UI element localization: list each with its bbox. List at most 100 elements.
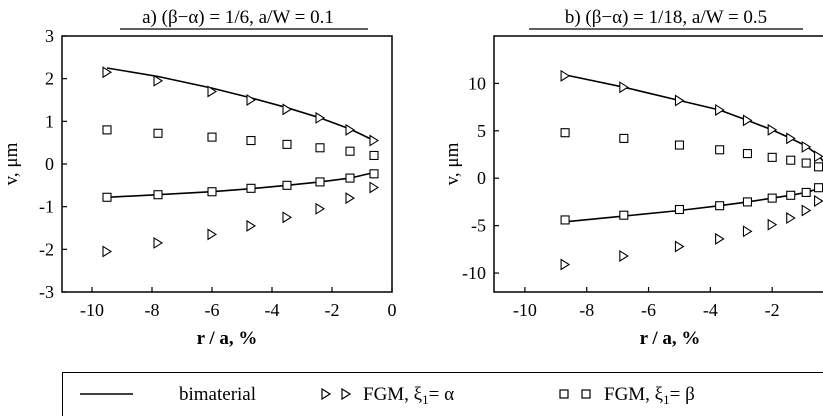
square-marker-a-4-6 [345,146,355,156]
triangle-marker-a-3-2 [207,228,218,241]
legend-label-fgm-beta-main: FGM, ξ [604,384,664,405]
square-marker-a-4-0 [102,125,112,135]
series-line-a-1 [106,171,375,199]
square-marker-b-5-6 [786,190,796,200]
chart-title-b: b) (β−α) = 1/18, a/W = 0.5 [565,7,767,28]
legend-svg: bimaterial FGM, ξ1= α FGM, ξ1= β [80,384,695,407]
legend-triangle-icon-1 [321,387,332,401]
triangle-marker-a-2-1 [153,74,164,87]
square-marker-b-5-8 [813,183,823,193]
triangle-marker-b-3-4 [742,225,753,238]
square-marker-b-5-4 [742,197,753,207]
y-tick-label-a-1: -2 [39,239,54,259]
square-marker-b-4-1 [619,133,629,143]
triangle-marker-b-2-7 [801,140,812,153]
legend-square-icon-1 [559,389,569,399]
triangle-marker-b-2-5 [767,123,778,136]
triangle-marker-b-3-3 [715,232,725,245]
triangle-marker-b-2-4 [742,114,753,127]
x-tick-label-a-3: -4 [265,300,280,320]
triangle-marker-a-3-4 [282,211,293,224]
x-tick-label-b-1: -8 [579,300,594,320]
legend-label-fgm-beta: FGM, ξ1= β [604,384,695,407]
plot-frame-a [61,35,393,293]
triangle-marker-b-3-2 [674,240,685,253]
series-line-a-0 [106,67,375,142]
series-a [102,66,380,258]
x-tick-label-b-3: -4 [703,300,718,320]
y-axis-label-b: v, μm [442,142,463,185]
chart-title-a: a) (β−α) = 1/6, a/W = 0.1 [142,7,334,28]
square-marker-a-5-5 [315,177,325,187]
square-marker-b-5-7 [801,187,811,197]
square-marker-b-4-7 [801,158,811,168]
legend: bimaterial FGM, ξ1= α FGM, ξ1= β [62,372,823,416]
y-tick-label-a-6: 3 [45,26,54,46]
x-tick-label-a-4: -2 [325,300,340,320]
square-marker-b-5-3 [715,201,725,211]
y-tick-label-b-0: -10 [462,263,486,283]
square-marker-a-5-0 [102,192,112,202]
y-tick-label-b-4: 10 [468,73,486,93]
legend-label-fgm-alpha-suffix: = α [429,384,454,405]
series-line-b-0 [564,74,823,163]
y-tick-label-b-1: -5 [471,216,486,236]
square-marker-a-5-1 [153,190,163,200]
triangle-marker-a-3-7 [369,181,380,194]
square-marker-a-5-2 [207,187,217,197]
square-marker-a-5-3 [246,183,256,193]
y-tick-label-b-3: 5 [477,121,486,141]
x-tick-label-a-5: 0 [388,300,397,320]
square-marker-b-4-6 [786,155,796,165]
square-marker-b-4-0 [560,128,570,138]
triangle-marker-b-2-2 [674,94,685,107]
legend-label-fgm-beta-suffix: = β [670,384,695,405]
series-line-b-1 [565,185,823,223]
triangle-marker-b-2-8 [813,150,823,163]
square-marker-b-4-5 [767,152,777,162]
x-tick-label-b-0: -10 [513,300,537,320]
square-marker-b-4-3 [715,145,725,155]
series-b [560,69,823,271]
triangle-marker-a-2-5 [315,111,326,124]
x-tick-label-b-2: -6 [641,300,656,320]
square-marker-a-4-4 [282,139,292,149]
square-marker-b-4-4 [742,149,753,159]
x-tick-label-a-0: -10 [80,300,104,320]
triangle-marker-a-2-0 [102,66,113,79]
triangle-marker-a-3-3 [246,219,257,232]
legend-square-icon-2 [581,389,591,399]
square-marker-a-4-1 [153,128,163,138]
triangle-marker-a-3-6 [345,192,356,205]
square-marker-a-5-6 [345,173,355,183]
y-tick-label-a-0: -3 [39,282,54,302]
triangle-marker-b-3-0 [560,258,571,271]
y-tick-label-a-5: 2 [45,69,54,89]
triangle-marker-b-2-0 [560,69,571,82]
triangle-marker-a-3-1 [153,236,164,249]
x-tick-label-a-1: -8 [145,300,160,320]
triangle-marker-a-2-4 [282,103,293,116]
triangle-marker-a-2-7 [369,134,380,147]
legend-label-fgm-beta-subscript: 1 [663,392,670,407]
y-tick-label-a-3: 0 [45,154,54,174]
triangle-marker-b-3-7 [801,204,812,217]
y-axis-label-a: v, μm [1,142,22,185]
x-tick-label-b-4: -2 [765,300,780,320]
square-marker-b-4-2 [674,140,685,150]
square-marker-a-4-7 [369,150,379,161]
square-marker-b-5-0 [560,215,570,225]
square-marker-a-5-4 [282,180,292,190]
y-tick-label-a-4: 1 [45,111,54,131]
legend-label-fgm-alpha-main: FGM, ξ [363,384,423,405]
square-marker-b-4-8 [813,162,823,172]
triangle-marker-b-3-5 [767,218,778,231]
x-axis-label-a: r / a, % [197,328,258,349]
triangle-marker-b-3-1 [619,249,629,262]
plot-frame-b [493,35,823,293]
triangle-marker-b-2-6 [786,132,796,145]
